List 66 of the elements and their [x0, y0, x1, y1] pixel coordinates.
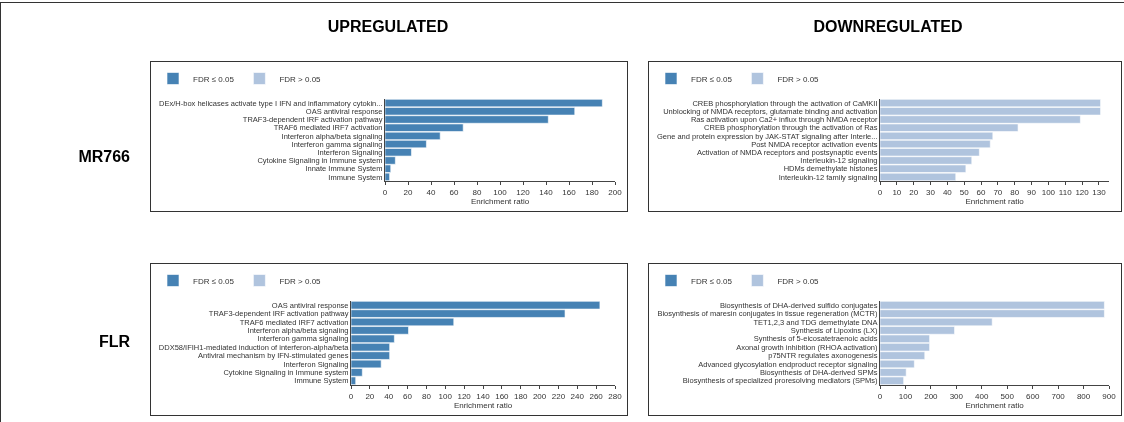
legend-label: FDR > 0.05	[777, 74, 820, 84]
legend-label: FDR > 0.05	[279, 74, 322, 84]
x-tick-label: 140	[476, 391, 491, 401]
x-tick-label: 200	[532, 391, 547, 401]
x-tick-label: 120	[516, 187, 531, 197]
x-tick-label: 160	[495, 391, 510, 401]
x-tick-label: 40	[942, 187, 953, 197]
x-tick-label: 260	[589, 391, 604, 401]
x-axis-title: Enrichment ratio	[965, 196, 1025, 206]
legend-label: FDR ≤ 0.05	[193, 74, 235, 84]
x-tick-label: 90	[1027, 187, 1037, 197]
x-tick-label: 40	[426, 187, 436, 197]
x-tick-label: 80	[421, 391, 432, 401]
text: MR766	[78, 148, 130, 166]
x-tick-label: 100	[898, 391, 913, 401]
x-tick-label: 20	[403, 187, 413, 197]
x-tick-label: 600	[1025, 391, 1040, 401]
x-tick-label: 0	[877, 391, 883, 401]
x-tick-label: 80	[1010, 187, 1020, 197]
x-tick-label: 500	[1000, 391, 1015, 401]
x-tick-label: 20	[365, 391, 375, 401]
x-axis-title: Enrichment ratio	[470, 196, 530, 206]
x-tick-label: 160	[562, 187, 577, 197]
x-axis-title: Enrichment ratio	[965, 400, 1025, 410]
text: FLR	[98, 333, 130, 351]
x-tick-label: 280	[608, 391, 623, 401]
x-tick-label: 130	[1092, 187, 1107, 197]
x-tick-label: 180	[585, 187, 600, 197]
x-tick-label: 100	[493, 187, 508, 197]
x-tick-label: 0	[348, 391, 354, 401]
x-tick-label: 700	[1051, 391, 1066, 401]
legend-label: FDR ≤ 0.05	[691, 276, 733, 286]
x-tick-label: 120	[457, 391, 472, 401]
x-tick-label: 400	[975, 391, 989, 401]
x-tick-label: 180	[514, 391, 528, 401]
chart-title: DOWNREGULATED	[812, 18, 964, 36]
x-tick-label: 20	[909, 187, 919, 197]
legend-label: FDR > 0.05	[279, 276, 322, 286]
x-tick-label: 80	[472, 187, 482, 197]
x-tick-label: 50	[959, 187, 970, 197]
x-axis-title: Enrichment ratio	[453, 400, 513, 410]
legend-label: FDR ≤ 0.05	[691, 74, 733, 84]
x-tick-label: 60	[976, 187, 987, 197]
x-tick-label: 0	[877, 187, 883, 197]
x-tick-label: 60	[403, 391, 413, 401]
x-tick-label: 140	[539, 187, 554, 197]
x-tick-label: 100	[1041, 187, 1056, 197]
x-tick-label: 120	[1075, 187, 1090, 197]
chart-title: UPREGULATED	[326, 18, 450, 36]
x-tick-label: 60	[449, 187, 459, 197]
x-tick-label: 300	[949, 391, 964, 401]
x-tick-label: 200	[924, 391, 939, 401]
legend-label: FDR ≤ 0.05	[193, 276, 235, 286]
x-tick-label: 110	[1058, 187, 1073, 197]
x-tick-label: 0	[382, 187, 388, 197]
x-tick-label: 10	[892, 187, 902, 197]
x-tick-label: 100	[438, 391, 453, 401]
legend-label: FDR > 0.05	[777, 276, 820, 286]
x-tick-label: 70	[993, 187, 1003, 197]
x-tick-label: 240	[570, 391, 585, 401]
x-tick-label: 800	[1076, 391, 1091, 401]
x-tick-label: 30	[926, 187, 936, 197]
x-tick-label: 220	[551, 391, 566, 401]
x-tick-label: 900	[1102, 391, 1117, 401]
x-tick-label: 200	[608, 187, 623, 197]
x-tick-label: 40	[384, 391, 394, 401]
